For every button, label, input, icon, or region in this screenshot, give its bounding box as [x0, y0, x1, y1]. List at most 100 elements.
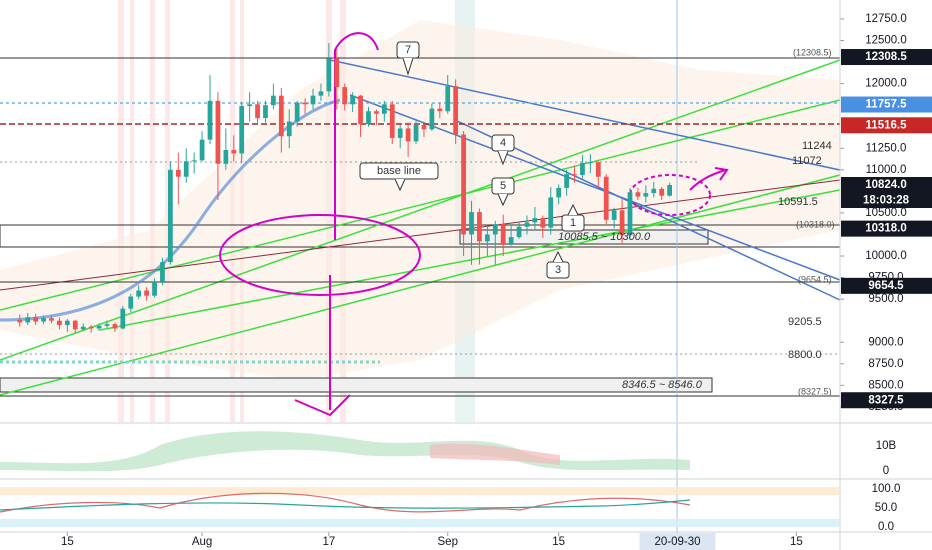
- candles: [17, 43, 672, 334]
- candle-body: [453, 86, 459, 135]
- countdown: 18:03:28: [863, 195, 910, 207]
- callout-pointer: [402, 57, 414, 76]
- candle-body: [532, 218, 538, 223]
- oscillator-tick-label: 50.0: [875, 502, 897, 514]
- candle-body: [104, 324, 110, 326]
- candle-body: [112, 324, 118, 329]
- price-level-box: [841, 220, 932, 237]
- price-level-label: 8327.5: [868, 394, 904, 406]
- candle-body: [175, 169, 181, 177]
- candle-body: [334, 58, 340, 88]
- candle-body: [595, 162, 601, 177]
- candle-body: [263, 105, 268, 119]
- candle-body: [437, 108, 443, 112]
- candle-body: [619, 210, 625, 236]
- candle-body: [580, 162, 585, 176]
- annotation: (12308.5): [793, 47, 832, 57]
- candle-body: [302, 102, 308, 105]
- annotation: 11072: [792, 155, 822, 167]
- annotation: 8346.5 ~ 8546.0: [622, 379, 703, 391]
- x-tick-label: Aug: [192, 536, 212, 548]
- callout-pointer: [567, 203, 579, 216]
- candle-body: [96, 325, 102, 329]
- annotation: 5: [500, 180, 506, 192]
- callout-pointer: [497, 150, 509, 166]
- candle-body: [120, 308, 126, 329]
- x-tick-label: 15: [790, 536, 803, 548]
- candle-body: [429, 108, 435, 130]
- candle-body: [564, 174, 569, 188]
- price-level-label: 9654.5: [868, 280, 904, 292]
- range-box: [0, 377, 713, 393]
- candle-body: [17, 319, 23, 323]
- axes: 12750.0 12500.0 12000.0 11250.0 11000.0 10500…: [61, 13, 932, 550]
- y-tick-label: 11000.0: [866, 164, 907, 176]
- price-level-box: [841, 177, 932, 194]
- countdown-box: [841, 193, 932, 209]
- x-tick-label: 17: [322, 536, 335, 548]
- price-level-box: [841, 96, 932, 113]
- candle-body: [80, 326, 86, 330]
- annotation: base line: [377, 165, 421, 177]
- candle-body: [469, 212, 474, 235]
- candle-body: [326, 58, 332, 92]
- annotation: 8800.0: [788, 349, 822, 361]
- candle-body: [461, 134, 466, 235]
- price-level-box: [841, 49, 932, 66]
- candle-body: [477, 212, 482, 242]
- candle-body: [350, 95, 356, 105]
- candle-body: [405, 128, 411, 142]
- candle-body: [168, 169, 173, 263]
- candle-body: [342, 87, 348, 105]
- annotation: 7: [405, 44, 411, 56]
- y-tick-label: 8750.0: [868, 358, 903, 370]
- callout-pointer: [497, 193, 509, 207]
- candle-body: [508, 237, 514, 245]
- y-tick-label: 12750.0: [865, 13, 907, 25]
- x-tick-highlight: [639, 533, 716, 550]
- price-level-box: [841, 392, 932, 409]
- candle-body: [255, 104, 260, 119]
- x-tick-label: 15: [61, 536, 74, 548]
- volume-tick-label: 0: [883, 465, 889, 477]
- candle-body: [548, 197, 554, 228]
- price-level-label: 11757.5: [866, 99, 908, 111]
- candle-body: [603, 176, 609, 220]
- candle-body: [524, 222, 530, 227]
- candle-body: [318, 91, 324, 96]
- oscillator-tick-label: 0.0: [878, 521, 894, 533]
- x-tick-label: 20-09-30: [655, 536, 701, 548]
- candle-body: [397, 128, 403, 138]
- candle-body: [207, 100, 213, 140]
- x-tick-label: Sep: [438, 536, 458, 548]
- volume-tick-label: 10B: [876, 440, 897, 452]
- candle-body: [389, 104, 395, 138]
- candle-body: [294, 102, 300, 122]
- callout-pointer: [552, 250, 564, 263]
- candle-body: [223, 150, 229, 164]
- price-level-label: 11516.5: [866, 119, 908, 131]
- annotation: 10591.5: [778, 196, 818, 208]
- annotation: 3: [555, 264, 561, 276]
- candle-body: [572, 174, 577, 176]
- candle-body: [492, 224, 498, 235]
- candle-body: [445, 86, 451, 112]
- candle-body: [374, 111, 379, 114]
- x-tick-label: 15: [552, 536, 565, 548]
- candle-body: [500, 224, 506, 245]
- trend-lines: [0, 57, 841, 397]
- candle-body: [540, 218, 546, 228]
- candle-body: [231, 150, 237, 154]
- candle-body: [41, 318, 46, 322]
- candle-body: [271, 95, 276, 106]
- annotation: 9205.5: [788, 316, 822, 328]
- y-tick-label: 12000.0: [865, 78, 907, 90]
- candle-body: [191, 160, 197, 162]
- candle-body: [381, 104, 387, 114]
- price-level-box: [841, 117, 932, 134]
- candle-body: [64, 320, 70, 326]
- candle-body: [413, 125, 419, 142]
- candle-body: [659, 188, 665, 196]
- y-tick-label: 9500.0: [868, 293, 903, 305]
